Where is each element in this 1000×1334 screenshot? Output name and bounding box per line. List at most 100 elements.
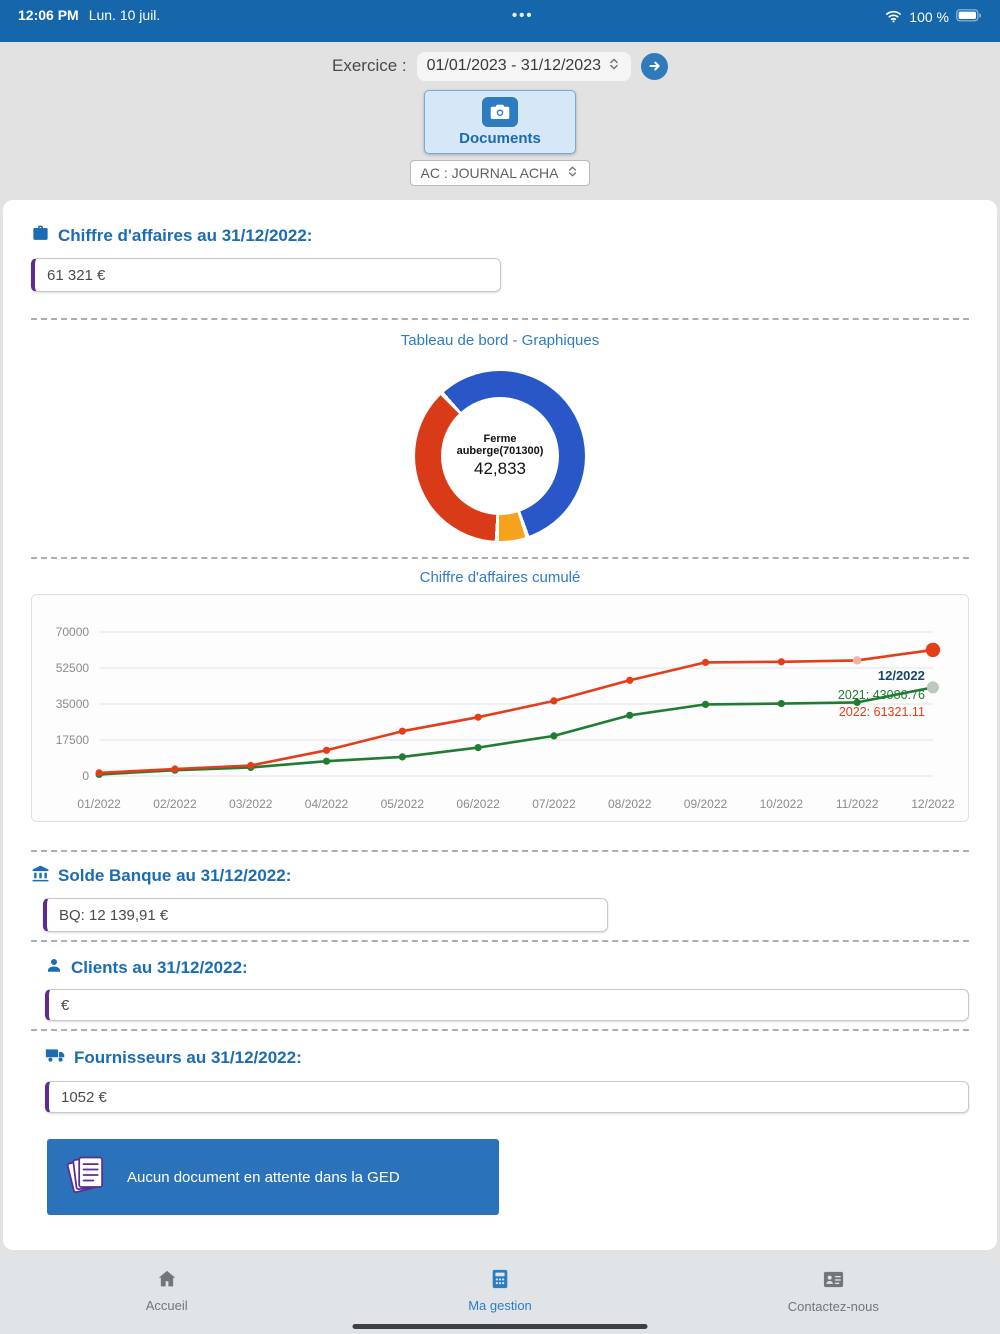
home-icon <box>156 1268 178 1295</box>
data-point-2021 <box>398 753 406 761</box>
divider <box>31 1029 969 1031</box>
tooltip-title: 12/2022 <box>878 668 925 683</box>
header: Exercice : 01/01/2023 - 31/12/2023 <box>0 42 1000 200</box>
divider <box>31 557 969 559</box>
ged-banner-text: Aucun document en attente dans la GED <box>127 1168 400 1186</box>
home-indicator[interactable] <box>352 1323 648 1329</box>
line-chart-svg[interactable]: 0 17500 35000 52500 70000 01/2022 02/2022 03/20… <box>33 596 967 820</box>
journal-select[interactable]: AC : JOURNAL ACHA <box>409 160 591 186</box>
divider <box>31 940 969 942</box>
ged-banner[interactable]: Aucun document en attente dans la GED <box>47 1139 499 1215</box>
person-icon <box>45 956 63 979</box>
clients-value-field[interactable]: € <box>45 989 969 1021</box>
ca-value-field[interactable]: 61 321 € <box>31 258 501 292</box>
x-tick-label: 09/2022 <box>684 797 728 811</box>
x-tick-label: 01/2022 <box>77 797 121 811</box>
x-tick-label: 08/2022 <box>608 797 652 811</box>
banque-value-field[interactable]: BQ: 12 139,91 € <box>43 898 608 932</box>
data-point-2022 <box>322 746 331 754</box>
tab-accueil-label: Accueil <box>145 1298 188 1313</box>
series-line-2021 <box>99 686 934 776</box>
data-point-2021 <box>853 698 861 706</box>
tab-accueil[interactable]: Accueil <box>0 1256 333 1334</box>
x-tick-label: 12/2022 <box>911 797 955 811</box>
divider <box>31 318 969 320</box>
y-tick-label: 52500 <box>56 661 90 675</box>
donut-center: Ferme auberge(701300) 42,833 <box>441 397 559 515</box>
ca-title: Chiffre d'affaires au 31/12/2022: <box>58 226 313 245</box>
exercice-select[interactable]: 01/01/2023 - 31/12/2023 <box>416 51 631 81</box>
status-left: 12:06 PM Lun. 10 juil. <box>18 7 160 23</box>
status-bar: 12:06 PM Lun. 10 juil. ••• 100 % <box>0 0 1000 42</box>
clients-section-title: Clients au 31/12/2022: <box>31 956 969 979</box>
x-tick-label: 10/2022 <box>760 797 804 811</box>
data-point-2021 <box>926 681 939 694</box>
bank-icon <box>31 864 50 888</box>
ca-value: 61 321 € <box>47 266 106 284</box>
data-point-2022 <box>777 658 785 666</box>
x-tick-label: 04/2022 <box>305 797 349 811</box>
tab-ma-gestion-label: Ma gestion <box>468 1298 532 1313</box>
data-point-2022 <box>550 697 558 705</box>
x-tick-label: 03/2022 <box>229 797 273 811</box>
tooltip-item: 2021: 43086.76 <box>838 688 925 702</box>
tab-bar: Accueil Ma gestion <box>0 1256 1000 1334</box>
y-tick-label: 0 <box>82 769 89 783</box>
y-tick-label: 70000 <box>56 625 90 639</box>
data-point-2022 <box>626 676 634 684</box>
data-point-2021 <box>701 700 710 708</box>
date: Lun. 10 juil. <box>88 7 161 23</box>
documents-button[interactable]: Documents <box>424 90 576 154</box>
tab-contactez-nous[interactable]: Contactez-nous <box>667 1256 1000 1334</box>
exercice-label: Exercice : <box>331 56 407 75</box>
battery-icon <box>956 9 982 25</box>
clock: 12:06 PM <box>18 7 79 23</box>
banque-title: Solde Banque au 31/12/2022: <box>58 866 292 885</box>
donut-chart[interactable]: Ferme auberge(701300) 42,833 <box>415 371 585 541</box>
y-tick-label: 35000 <box>56 697 90 711</box>
briefcase-icon <box>31 224 50 248</box>
go-button[interactable] <box>641 52 668 80</box>
data-point-2021 <box>626 711 634 719</box>
data-point-2021 <box>474 744 482 752</box>
tooltip-item: 2022: 61321.11 <box>839 705 925 719</box>
truck-icon <box>45 1045 66 1071</box>
banque-value: BQ: 12 139,91 € <box>59 906 169 924</box>
fournisseurs-value: 1052 € <box>61 1088 107 1106</box>
main-card: Chiffre d'affaires au 31/12/2022: 61 321… <box>3 200 997 1250</box>
calculator-icon <box>489 1268 511 1295</box>
data-point-2021 <box>550 732 558 740</box>
exercice-row: Exercice : 01/01/2023 - 31/12/2023 <box>332 50 668 82</box>
donut-center-value: 42,833 <box>474 459 526 478</box>
data-point-2022 <box>95 769 103 777</box>
clients-value: € <box>61 996 70 1014</box>
fournisseurs-title: Fournisseurs au 31/12/2022: <box>74 1048 302 1067</box>
fournisseurs-section-title: Fournisseurs au 31/12/2022: <box>31 1045 969 1071</box>
data-point-2021 <box>777 700 785 708</box>
data-point-2022 <box>398 727 406 735</box>
camera-icon <box>482 97 518 127</box>
tab-contactez-nous-label: Contactez-nous <box>787 1299 879 1314</box>
fournisseurs-value-field[interactable]: 1052 € <box>45 1081 969 1113</box>
data-point-2022 <box>925 642 941 658</box>
data-point-2022 <box>852 656 862 665</box>
x-tick-label: 02/2022 <box>153 797 197 811</box>
data-point-2021 <box>322 757 331 765</box>
data-point-2022 <box>701 658 710 666</box>
banque-section-title: Solde Banque au 31/12/2022: <box>31 864 969 888</box>
multitask-dots-icon: ••• <box>511 7 534 24</box>
journal-value: AC : JOURNAL ACHA <box>420 165 559 181</box>
chevron-updown-icon <box>607 57 621 76</box>
line-chart[interactable]: 0 17500 35000 52500 70000 01/2022 02/2022 03/20… <box>31 594 969 822</box>
status-right: 100 % <box>885 7 982 27</box>
contact-card-icon <box>822 1268 845 1296</box>
x-tick-label: 11/2022 <box>836 797 879 811</box>
dashboard-title: Tableau de bord - Graphiques <box>400 332 600 349</box>
tab-ma-gestion[interactable]: Ma gestion <box>333 1256 666 1334</box>
documents-stack-icon <box>65 1151 113 1204</box>
clients-title: Clients au 31/12/2022: <box>71 957 248 977</box>
battery-percent: 100 % <box>909 9 949 25</box>
chevron-updown-icon <box>566 165 579 181</box>
ca-section-title: Chiffre d'affaires au 31/12/2022: <box>31 224 969 248</box>
